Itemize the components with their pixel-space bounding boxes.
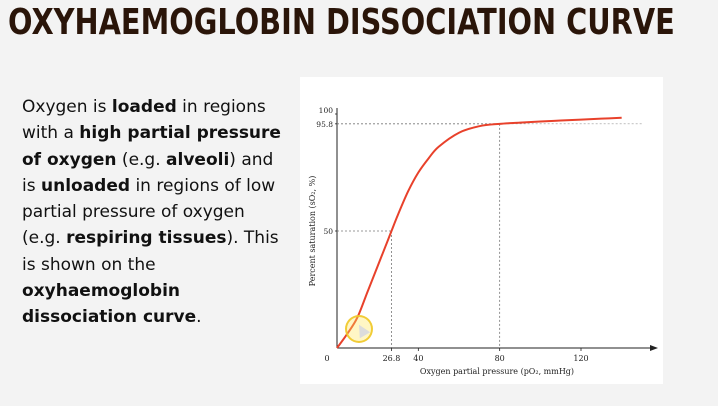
cursor-highlight-icon	[345, 315, 373, 343]
dissociation-curve-line	[336, 116, 622, 349]
y-axis-label: Percent saturation (sO₂, %)	[308, 176, 317, 287]
body-text-run: ) and is	[22, 149, 274, 196]
dissociation-curve-chart: 0 26.8 40 80 120 100 95.8 50 Oxygen partial pres…	[308, 106, 658, 376]
y-tick-label: 100	[319, 106, 334, 115]
x-tick-label: 40	[413, 354, 423, 363]
slide-title: OXYHAEMOGLOBIN DISSOCIATION CURVE	[8, 2, 675, 43]
emphasis-text: loaded	[111, 97, 177, 117]
x-tick-label: 0	[324, 354, 329, 363]
emphasis-text: alveoli	[166, 149, 230, 170]
body-text-run: in regions with a	[22, 97, 266, 144]
x-axis-label: Oxygen partial pressure (pO₂, mmHg)	[420, 367, 574, 376]
body-text-run: Oxygen is	[22, 97, 112, 117]
y-tick-label: 95.8	[316, 120, 333, 129]
x-tick-label: 26.8	[383, 354, 401, 363]
y-tick-label: 50	[323, 227, 333, 236]
slide-body-text: Oxygen is loaded in regions with a high …	[22, 94, 284, 331]
body-text-run: in regions of low partial pressure of ox…	[22, 175, 276, 249]
emphasis-text: high partial pressure of oxygen	[22, 123, 281, 170]
body-text-run: (e.g.	[116, 149, 167, 170]
emphasis-text: respiring tissues	[66, 228, 227, 249]
body-text-run: ). This is shown on the	[22, 228, 279, 275]
emphasis-text: unloaded	[40, 175, 131, 196]
x-tick-label: 80	[495, 354, 505, 363]
emphasis-text: oxyhaemoglobin dissociation curve	[22, 281, 197, 328]
body-text-run: .	[196, 307, 202, 328]
x-axis-arrow-icon	[650, 345, 658, 351]
x-tick-label: 120	[573, 354, 588, 363]
